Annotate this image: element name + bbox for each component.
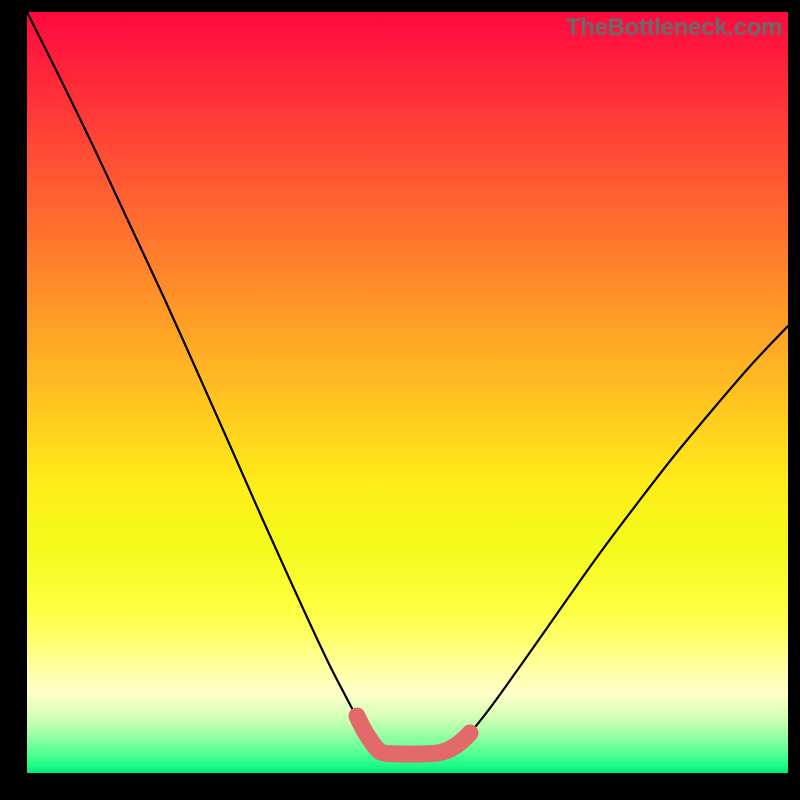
plot-area <box>27 12 788 773</box>
chart-container: TheBottleneck.com <box>0 0 800 800</box>
watermark-text: TheBottleneck.com <box>566 14 782 42</box>
gradient-background <box>27 12 788 773</box>
